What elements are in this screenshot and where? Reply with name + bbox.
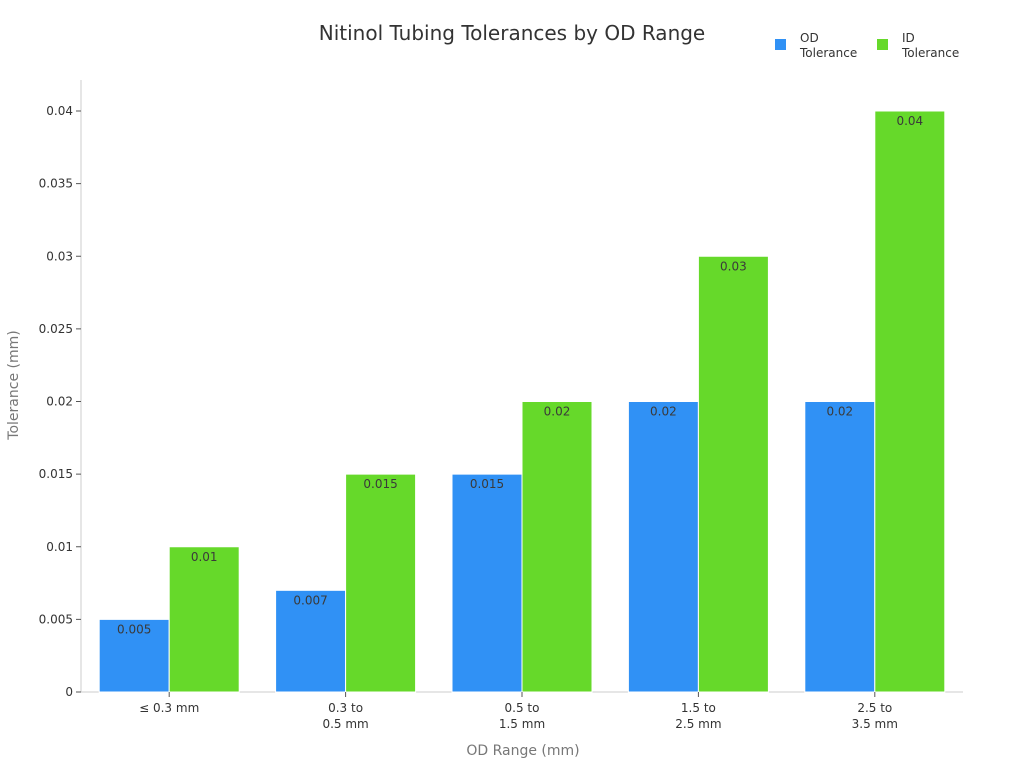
bars-group: 0.005 0.01 0.007 0.015 0.015 0.02 0.02 0.03 0.02… xyxy=(98,110,946,693)
x-tick-label: 0.5 to 1.5 mm xyxy=(499,701,545,731)
legend-label-id-line-2: Tolerance xyxy=(901,46,959,60)
legend-swatch-id xyxy=(877,39,888,50)
x-tick-label-line: 2.5 to xyxy=(857,701,892,715)
x-tick-label: 2.5 to 3.5 mm xyxy=(852,701,898,731)
id-tolerance-bar xyxy=(168,546,240,693)
od-tolerance-bar xyxy=(804,401,876,693)
od-tolerance-bar xyxy=(98,618,170,693)
id-tolerance-data-label: 0.015 xyxy=(363,477,397,491)
x-tick-label-line: 0.5 mm xyxy=(322,717,368,731)
y-tick-label: 0.005 xyxy=(39,612,73,626)
id-tolerance-data-label: 0.04 xyxy=(896,114,923,128)
x-axis-title: OD Range (mm) xyxy=(466,743,579,759)
x-tick-label-line: 1.5 to xyxy=(681,701,716,715)
y-tick-label: 0.025 xyxy=(39,322,73,336)
od-tolerance-data-label: 0.02 xyxy=(650,405,677,419)
od-tolerance-data-label: 0.02 xyxy=(826,405,853,419)
legend-label-id-line-1: ID xyxy=(902,31,915,45)
id-tolerance-bar xyxy=(874,110,946,693)
x-axis-ticks: ≤ 0.3 mm 0.3 to 0.5 mm 0.5 to 1.5 mm 1.5 to 2.… xyxy=(139,692,898,731)
y-axis-ticks: 0 0.005 0.01 0.015 0.02 0.025 0.03 0.035 0.04 xyxy=(39,104,81,699)
y-tick-label: 0 xyxy=(65,685,73,699)
od-tolerance-data-label: 0.015 xyxy=(470,477,504,491)
x-tick-label: 1.5 to 2.5 mm xyxy=(675,701,721,731)
y-tick-label: 0.04 xyxy=(46,104,73,118)
legend-swatch-od xyxy=(775,39,786,50)
legend-label-od-line-2: Tolerance xyxy=(799,46,857,60)
x-tick-label-line: 0.5 to xyxy=(505,701,540,715)
legend-label-od: OD Tolerance xyxy=(799,31,857,60)
od-tolerance-data-label: 0.007 xyxy=(293,593,327,607)
y-tick-label: 0.035 xyxy=(39,177,73,191)
y-tick-label: 0.015 xyxy=(39,467,73,481)
id-tolerance-data-label: 0.03 xyxy=(720,259,747,273)
y-tick-label: 0.02 xyxy=(46,395,73,409)
id-tolerance-bar xyxy=(345,473,417,693)
legend-label-id: ID Tolerance xyxy=(901,31,959,60)
x-tick-label: 0.3 to 0.5 mm xyxy=(322,701,368,731)
x-tick-label-line: 3.5 mm xyxy=(852,717,898,731)
id-tolerance-bar xyxy=(521,401,593,693)
od-tolerance-bar xyxy=(451,473,523,693)
id-tolerance-data-label: 0.01 xyxy=(191,550,218,564)
y-axis-title: Tolerance (mm) xyxy=(6,330,22,440)
x-tick-label-line: 0.3 to xyxy=(328,701,363,715)
legend: OD Tolerance ID Tolerance xyxy=(775,31,959,60)
id-tolerance-data-label: 0.02 xyxy=(544,405,571,419)
legend-label-od-line-1: OD xyxy=(800,31,819,45)
x-tick-label-line: 2.5 mm xyxy=(675,717,721,731)
y-tick-label: 0.01 xyxy=(46,540,73,554)
chart-title: Nitinol Tubing Tolerances by OD Range xyxy=(319,21,706,45)
od-tolerance-data-label: 0.005 xyxy=(117,622,151,636)
x-tick-label: ≤ 0.3 mm xyxy=(139,701,199,715)
od-tolerance-bar xyxy=(627,401,699,693)
y-tick-label: 0.03 xyxy=(46,249,73,263)
x-tick-label-line: 1.5 mm xyxy=(499,717,545,731)
od-tolerance-bar xyxy=(275,589,347,693)
x-tick-label-line: ≤ 0.3 mm xyxy=(139,701,199,715)
id-tolerance-bar xyxy=(697,255,769,693)
